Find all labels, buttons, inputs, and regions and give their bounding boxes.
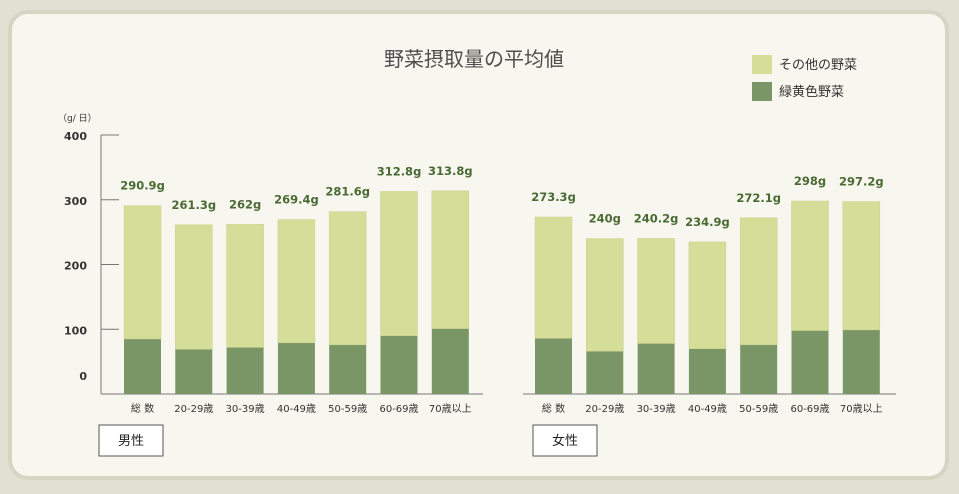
x-tick-label: 総 数: [542, 402, 565, 415]
x-tick-labels: 総 数 20-29歳 30-39歳 40-49歳 50-59歳 60-69歳 70歳以上 総 …: [131, 402, 883, 415]
x-tick-label: 40-49歳: [277, 403, 316, 415]
bar-other-vegetables: [328, 211, 367, 346]
bar-other-vegetables: [277, 219, 316, 344]
bar-total-label: 269.4g: [274, 193, 319, 207]
bar-other-vegetables: [431, 190, 470, 329]
bar-total-label: 240g: [589, 212, 621, 226]
bar-other-vegetables: [123, 205, 162, 340]
bar-total-label: 312.8g: [377, 164, 422, 178]
x-tick-label: 20-29歳: [174, 403, 213, 415]
group-label: 女性: [552, 433, 578, 449]
bar-green-yellow-vegetables: [688, 348, 726, 394]
y-axis-unit-label: （g/ 日）: [58, 113, 97, 124]
bar-green-yellow-vegetables: [175, 349, 213, 394]
bar-other-vegetables: [534, 216, 573, 339]
bar-total-label: 281.6g: [325, 185, 370, 199]
group-labels: 男性 女性: [98, 424, 598, 457]
legend-label-green-yellow-vegetables: 緑黄色野菜: [779, 84, 844, 100]
x-tick-label: 70歳以上: [840, 403, 883, 415]
group-label: 男性: [118, 434, 144, 449]
value-labels: 290.9g 261.3g 262g 269.4g 281.6g 312.8g 313.8g…: [120, 164, 883, 229]
bar-other-vegetables: [739, 217, 778, 346]
bar-other-vegetables: [175, 224, 213, 350]
bar-green-yellow-vegetables: [431, 328, 469, 394]
bar-total-label: 298g: [794, 174, 826, 188]
bar-total-label: 262g: [229, 197, 261, 211]
bar-green-yellow-vegetables: [535, 338, 572, 394]
legend-swatch-green-yellow-vegetables: [752, 82, 772, 101]
bar-total-label: 273.3g: [531, 190, 576, 204]
bar-green-yellow-vegetables: [329, 344, 367, 394]
bar-other-vegetables: [226, 224, 264, 348]
bar-green-yellow-vegetables: [740, 344, 778, 394]
bar-green-yellow-vegetables: [791, 330, 829, 394]
bar-total-label: 261.3g: [171, 198, 216, 212]
bar-other-vegetables: [791, 200, 829, 331]
legend-swatch-other-vegetables: [752, 55, 772, 74]
x-tick-label: 40-49歳: [688, 403, 727, 415]
bar-total-label: 313.8g: [428, 164, 473, 178]
bar-green-yellow-vegetables: [842, 329, 880, 394]
y-axis: 400 300 200 100 0: [64, 130, 119, 395]
y-tick-label: 200: [64, 260, 87, 273]
chart-title: 野菜摂取量の平均値: [384, 47, 564, 71]
bar-total-label: 240.2g: [634, 211, 679, 225]
legend-label-other-vegetables: その他の野菜: [779, 58, 857, 73]
bar-other-vegetables: [586, 238, 624, 352]
x-tick-label: 30-39歳: [226, 403, 265, 415]
bar-total-label: 234.9g: [685, 215, 730, 229]
bar-other-vegetables: [842, 201, 881, 331]
bar-other-vegetables: [688, 241, 727, 349]
x-tick-label: 60-69歳: [379, 403, 418, 415]
bar-green-yellow-vegetables: [124, 338, 161, 394]
group-label-box: [532, 424, 598, 457]
bar-total-label: 290.9g: [120, 179, 165, 193]
y-tick-label: 300: [64, 195, 87, 208]
x-tick-label: 50-59歳: [739, 403, 778, 415]
bar-other-vegetables: [380, 191, 418, 336]
bars: [101, 190, 896, 395]
bar-green-yellow-vegetables: [586, 351, 624, 394]
x-tick-label: 20-29歳: [585, 403, 624, 415]
x-tick-label: 70歳以上: [429, 403, 472, 415]
bar-total-label: 297.2g: [839, 175, 884, 189]
y-tick-label: 0: [79, 370, 87, 383]
bar-other-vegetables: [637, 238, 675, 344]
x-tick-label: 総 数: [131, 402, 154, 415]
bar-green-yellow-vegetables: [637, 343, 675, 394]
bar-total-label: 272.1g: [736, 191, 781, 205]
bar-green-yellow-vegetables: [380, 335, 418, 394]
bar-green-yellow-vegetables: [226, 347, 264, 394]
group-label-box: [98, 424, 164, 457]
y-tick-label: 100: [64, 324, 87, 337]
x-tick-label: 50-59歳: [328, 403, 367, 415]
y-tick-label: 400: [64, 130, 87, 143]
bar-green-yellow-vegetables: [277, 342, 315, 394]
x-tick-label: 60-69歳: [790, 403, 829, 415]
legend: その他の野菜 緑黄色野菜: [752, 55, 857, 101]
x-tick-label: 30-39歳: [637, 403, 676, 415]
